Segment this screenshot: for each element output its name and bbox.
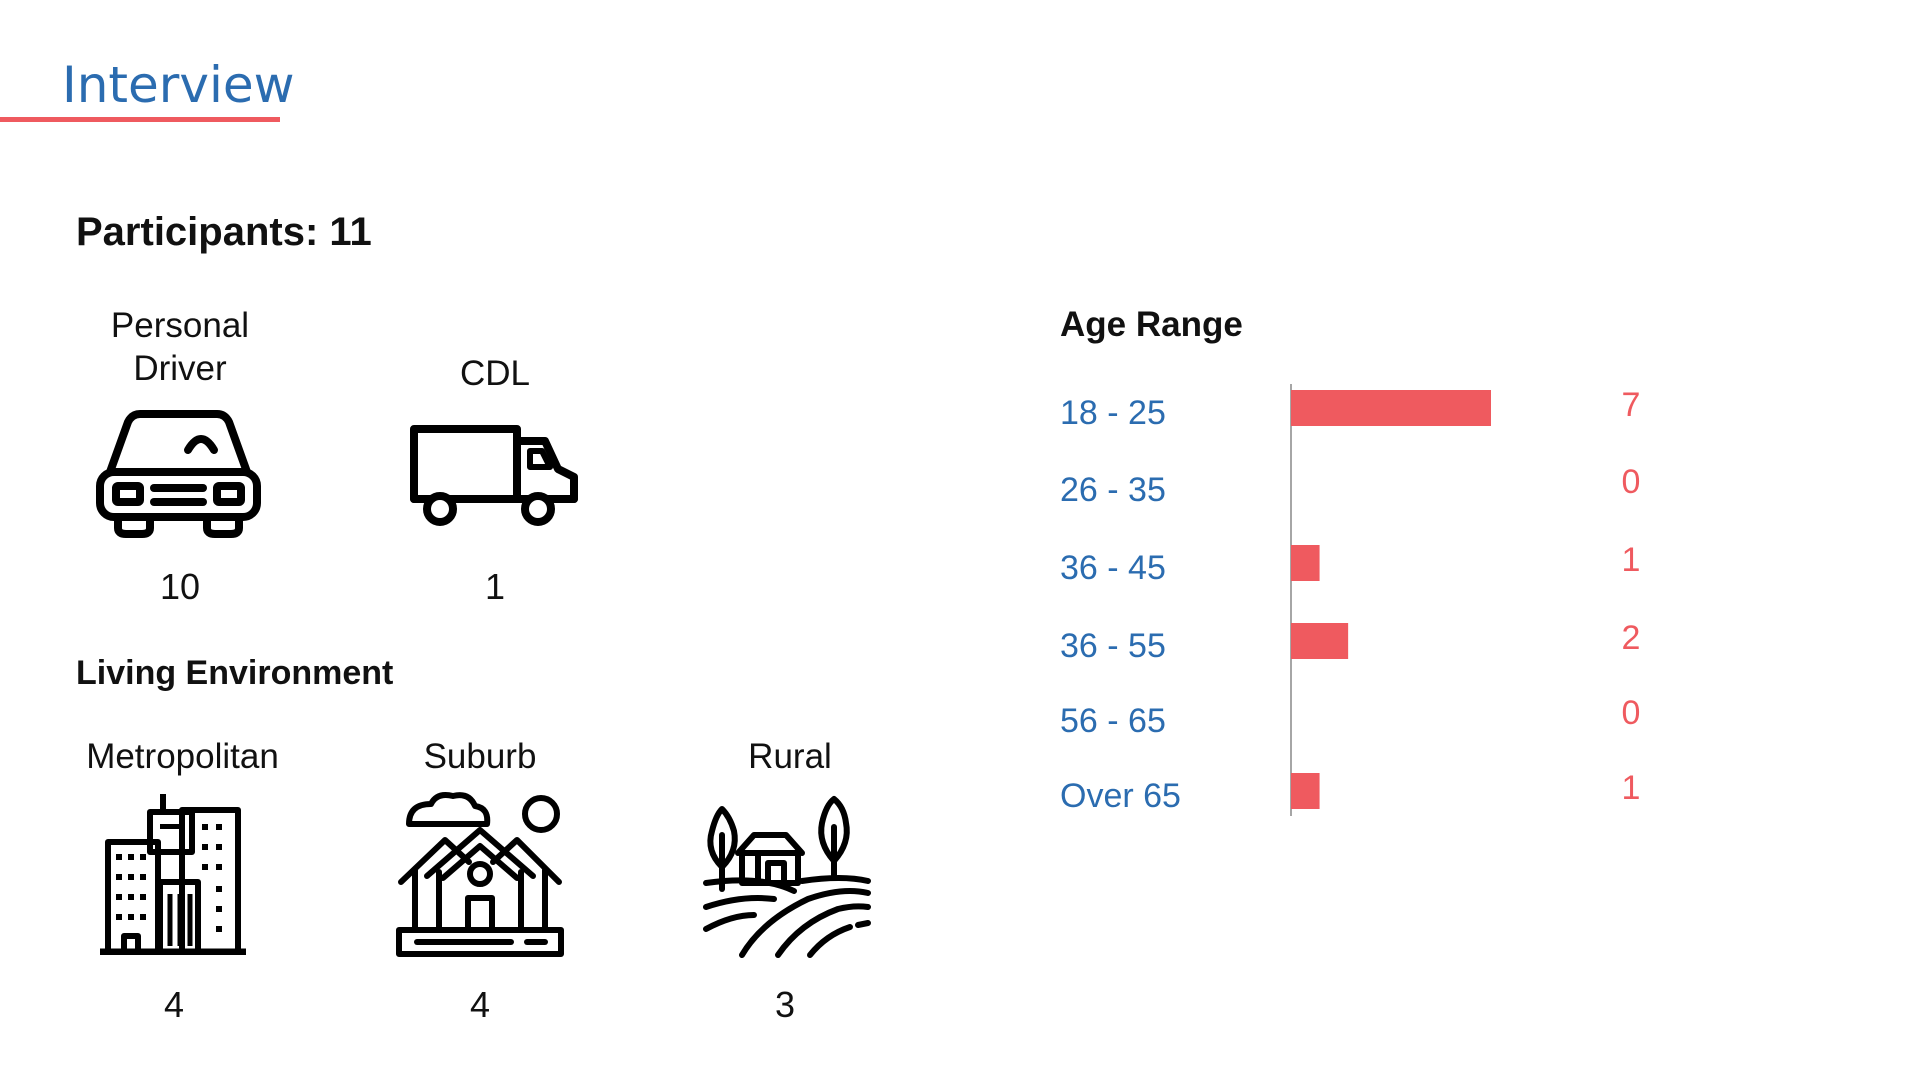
living-environment-heading: Living Environment bbox=[76, 654, 394, 692]
bar bbox=[1291, 390, 1491, 426]
cdl-count: 1 bbox=[484, 566, 506, 607]
value-label: 0 bbox=[1622, 463, 1641, 501]
category-label: 36 - 55 bbox=[1060, 627, 1166, 665]
truck-icon bbox=[410, 425, 580, 527]
value-label: 7 bbox=[1622, 386, 1641, 424]
age-range-chart: Age Range 18 - 25 7 26 - 35 0 36 - 45 1 36 - 5… bbox=[1060, 300, 1760, 840]
personal-driver-count: 10 bbox=[159, 566, 201, 607]
participants-heading: Participants: 11 bbox=[76, 210, 372, 254]
value-label: 1 bbox=[1622, 769, 1641, 807]
city-buildings-icon bbox=[98, 790, 248, 955]
page-title: Interview bbox=[62, 56, 295, 114]
category-label: 36 - 45 bbox=[1060, 549, 1166, 587]
value-label: 2 bbox=[1622, 619, 1641, 657]
value-label: 0 bbox=[1622, 694, 1641, 732]
metropolitan-label: Metropolitan bbox=[86, 737, 279, 776]
category-label: 26 - 35 bbox=[1060, 471, 1166, 509]
rural-farm-icon bbox=[702, 795, 872, 960]
suburb-count: 4 bbox=[469, 984, 491, 1025]
category-label: 18 - 25 bbox=[1060, 394, 1166, 432]
suburb-label: Suburb bbox=[423, 737, 537, 776]
bar bbox=[1291, 623, 1349, 659]
car-icon bbox=[96, 410, 261, 538]
age-range-svg: Age Range 18 - 25 7 26 - 35 0 36 - 45 1 36 - 5… bbox=[1060, 305, 1641, 816]
category-label: Over 65 bbox=[1060, 777, 1181, 815]
suburb-houses-icon bbox=[395, 790, 565, 960]
bar bbox=[1291, 545, 1320, 581]
metropolitan-count: 4 bbox=[163, 984, 185, 1025]
title-underline bbox=[0, 117, 280, 122]
rural-label: Rural bbox=[748, 737, 832, 776]
cdl-label: CDL bbox=[459, 354, 531, 393]
value-label: 1 bbox=[1622, 541, 1641, 579]
category-label: 56 - 65 bbox=[1060, 702, 1166, 740]
bar bbox=[1291, 773, 1320, 809]
rural-count: 3 bbox=[774, 984, 796, 1025]
chart-title: Age Range bbox=[1060, 305, 1243, 344]
personal-driver-label: Personal Driver bbox=[110, 306, 250, 388]
